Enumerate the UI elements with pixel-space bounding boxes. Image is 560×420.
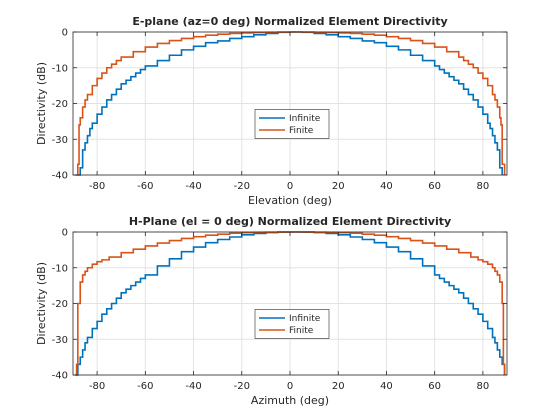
x-tick-label: -60 <box>137 381 153 392</box>
chart-title: H-Plane (el = 0 deg) Normalized Element … <box>129 215 451 228</box>
y-tick-label: -40 <box>52 371 68 382</box>
legend-entry-finite: Finite <box>289 326 314 336</box>
x-tick-label: 0 <box>287 381 293 392</box>
y-tick-label: -20 <box>52 299 68 310</box>
x-tick-label: -80 <box>89 181 105 192</box>
y-tick-label: -10 <box>52 263 68 274</box>
y-tick-label: -40 <box>52 171 68 182</box>
x-tick-label: 60 <box>428 381 441 392</box>
y-axis-label: Directivity (dB) <box>35 262 48 345</box>
x-tick-label: -60 <box>137 181 153 192</box>
x-tick-label: 20 <box>332 381 345 392</box>
x-tick-label: 80 <box>477 181 490 192</box>
y-tick-label: -30 <box>52 135 68 146</box>
x-tick-label: -20 <box>234 381 250 392</box>
legend-entry-infinite: Infinite <box>289 314 321 324</box>
x-tick-label: -40 <box>185 381 201 392</box>
chart-title: E-plane (az=0 deg) Normalized Element Di… <box>132 15 447 28</box>
x-tick-label: 40 <box>380 181 393 192</box>
x-tick-label: -80 <box>89 381 105 392</box>
x-tick-label: 40 <box>380 381 393 392</box>
legend-entry-finite: Finite <box>289 126 314 136</box>
legend: Infinite Finite <box>254 309 330 339</box>
x-tick-label: 20 <box>332 181 345 192</box>
legend-box <box>254 109 330 139</box>
y-tick-label: -10 <box>52 63 68 74</box>
x-tick-label: -20 <box>234 181 250 192</box>
legend-entry-infinite: Infinite <box>289 114 321 124</box>
y-tick-label: 0 <box>62 28 68 39</box>
x-tick-label: 0 <box>287 181 293 192</box>
x-tick-label: -40 <box>185 181 201 192</box>
y-tick-label: -30 <box>52 335 68 346</box>
legend-box <box>254 309 330 339</box>
y-axis-label: Directivity (dB) <box>35 62 48 145</box>
x-axis-label: Elevation (deg) <box>248 194 332 207</box>
chart-1: -80 -60 -40 -20 0 20 40 60 80 -40 -30 -20 -10 0 H-Plan… <box>35 215 508 407</box>
x-axis-label: Azimuth (deg) <box>251 394 329 407</box>
chart-0: -80 -60 -40 -20 0 20 40 60 80 -40 -30 -20 -10 0 E-plan… <box>35 15 508 207</box>
x-tick-label: 60 <box>428 181 441 192</box>
y-tick-label: 0 <box>62 228 68 239</box>
legend: Infinite Finite <box>254 109 330 139</box>
y-tick-label: -20 <box>52 99 68 110</box>
x-tick-label: 80 <box>477 381 490 392</box>
